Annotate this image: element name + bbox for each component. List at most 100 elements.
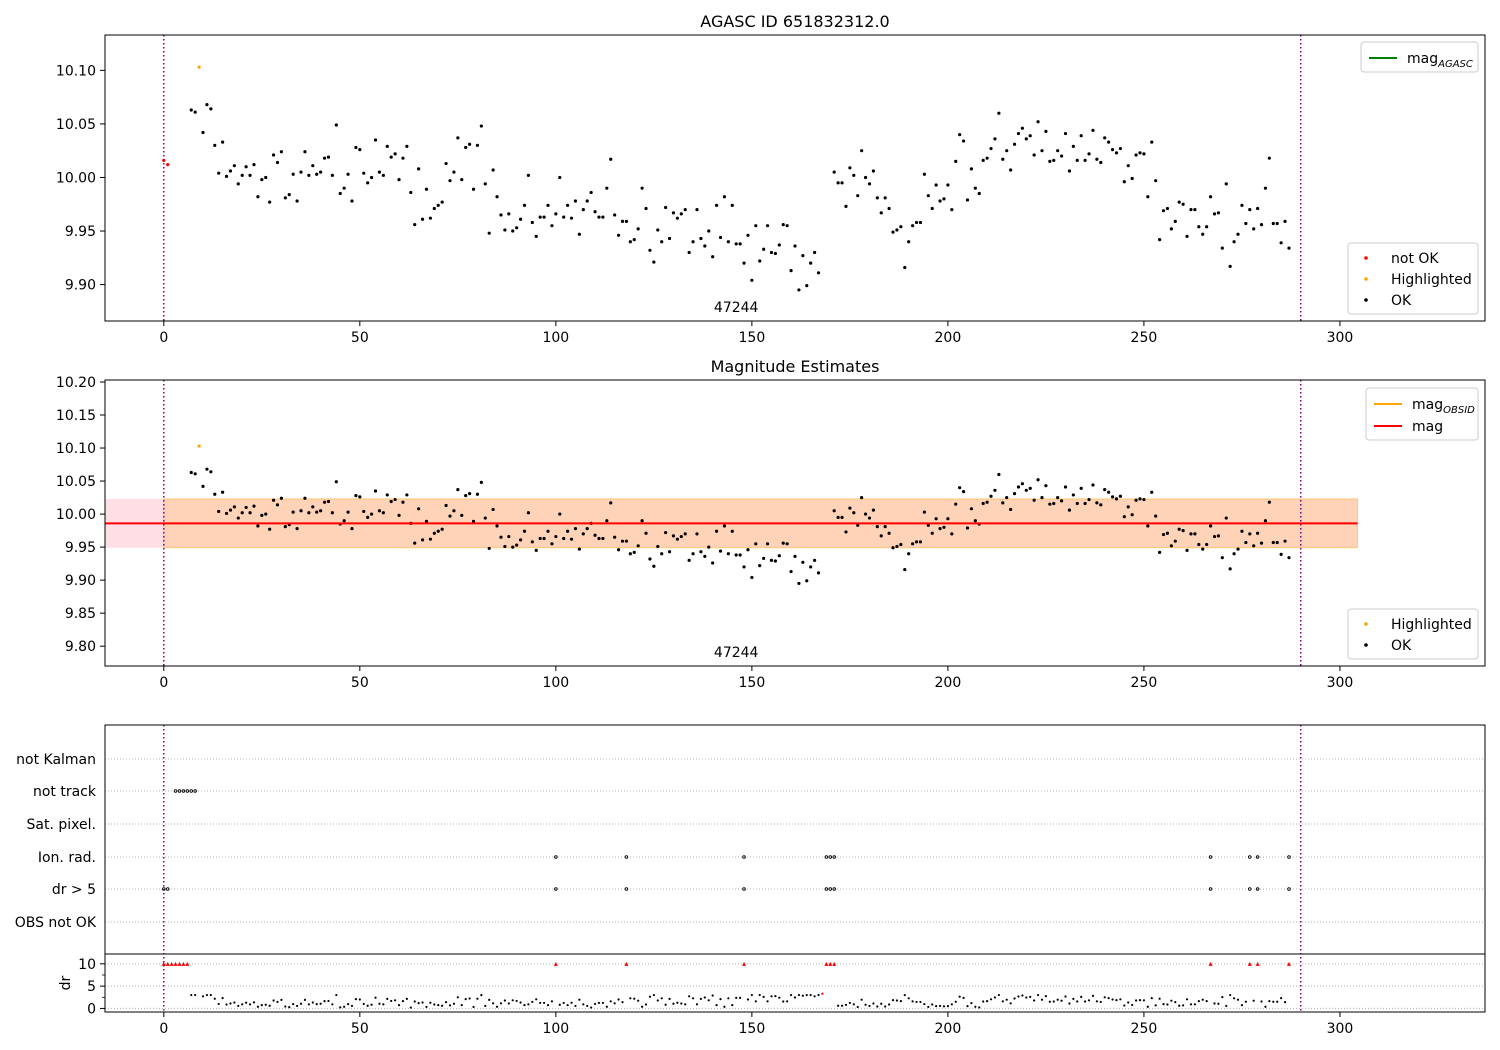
dr-point [805, 993, 808, 997]
data-point-ok [1099, 503, 1103, 507]
data-point-ok [201, 484, 205, 488]
data-point-ok [644, 531, 648, 535]
dr-point [1033, 999, 1036, 1002]
data-point-ok [640, 186, 644, 190]
data-point-ok [1275, 221, 1279, 226]
dr-point [417, 1002, 420, 1005]
data-point-ok [252, 504, 256, 508]
data-point-ok [1193, 207, 1197, 212]
dr-point [786, 1000, 789, 1003]
data-point-ok [1181, 202, 1185, 206]
data-point-ok [358, 148, 362, 152]
data-point-ok [762, 247, 766, 251]
dr-point [1021, 994, 1024, 997]
data-point-ok [965, 198, 970, 202]
data-point-ok [860, 495, 864, 500]
data-point-ok [1095, 501, 1099, 505]
data-point-ok [1107, 490, 1111, 494]
data-point-ok [993, 488, 997, 492]
y-tick-label: 10.20 [56, 375, 96, 391]
dr-point [1170, 999, 1173, 1002]
flag-point [162, 887, 166, 891]
dr-point [303, 998, 307, 1002]
y-tick-label: 10 [78, 957, 96, 973]
dr-point [899, 1000, 902, 1003]
dr-point [511, 999, 514, 1002]
data-point-ok [1283, 539, 1287, 543]
data-point-ok [1005, 149, 1009, 153]
data-point-ok [264, 512, 268, 516]
data-point-ok [1263, 519, 1268, 523]
data-point-ok [805, 284, 809, 288]
data-point-ok [769, 250, 774, 255]
data-point-ok [718, 235, 723, 240]
axes-frame [104, 724, 1486, 1013]
dr-point [476, 997, 479, 1000]
dr-point [205, 993, 209, 997]
data-point-ok [299, 170, 303, 174]
data-point-ok [1287, 556, 1291, 560]
data-point-ok [248, 173, 252, 177]
data-point-ok [1189, 207, 1193, 212]
data-point-ok [699, 550, 703, 554]
x-tick-label: 150 [739, 675, 766, 691]
data-point-ok [899, 542, 903, 547]
dr-point [758, 993, 761, 997]
dr-point [766, 1000, 769, 1003]
data-point-ok [483, 516, 487, 520]
data-point-ok [730, 203, 734, 207]
data-point-ok [632, 550, 636, 554]
dr-point [339, 1006, 342, 1009]
data-point-ok [569, 216, 574, 220]
data-point-ok [1279, 552, 1283, 556]
data-point-ok [895, 544, 899, 549]
data-point-ok [554, 212, 558, 216]
data-point-ok [907, 240, 911, 244]
dr-point [499, 1002, 503, 1005]
x-tick-label: 250 [1131, 1021, 1158, 1037]
data-point-ok [879, 534, 883, 538]
data-point-ok [1161, 532, 1166, 537]
dr-point [927, 1005, 930, 1009]
data-point-ok [440, 527, 444, 531]
dr-point [519, 1001, 522, 1004]
dr-point [354, 998, 358, 1001]
data-point-ok [322, 156, 327, 160]
data-point-ok [1240, 203, 1244, 207]
data-point-ok [1193, 532, 1197, 536]
data-point-ok [707, 229, 711, 233]
dr-point [911, 1000, 914, 1003]
legend-label: Highlighted [1391, 272, 1472, 288]
data-point-ok [522, 203, 527, 207]
legend-label: OK [1391, 293, 1412, 309]
data-point-ok [228, 169, 233, 173]
data-point-ok [797, 288, 801, 292]
data-point-ok [1228, 567, 1232, 571]
dr-point [1217, 1002, 1220, 1005]
data-point-ok [562, 536, 566, 541]
data-point-ok [381, 173, 385, 177]
data-point-ok [311, 164, 315, 168]
dr-point [1001, 1000, 1004, 1003]
dr-point [542, 1001, 546, 1005]
data-point-ok [487, 546, 491, 551]
data-point-ok [389, 155, 393, 159]
data-point-ok [456, 136, 460, 140]
data-point-ok [236, 516, 240, 520]
dr-point [433, 1003, 436, 1006]
data-point-ok [213, 143, 217, 147]
data-point-ok [867, 182, 872, 186]
data-point-ok [1252, 544, 1256, 548]
data-point-ok [758, 564, 762, 568]
data-point-ok [601, 536, 605, 541]
data-point-ok [1212, 212, 1217, 216]
data-point-ok [224, 511, 229, 516]
dr-point [394, 999, 397, 1002]
x-tick-label: 300 [1327, 330, 1354, 346]
data-point-ok [1052, 501, 1056, 506]
data-point-ok [750, 575, 754, 580]
data-point-ok [765, 542, 770, 546]
data-point-ok [667, 236, 672, 241]
data-point-ok [373, 489, 378, 493]
flag-point [1208, 855, 1213, 859]
